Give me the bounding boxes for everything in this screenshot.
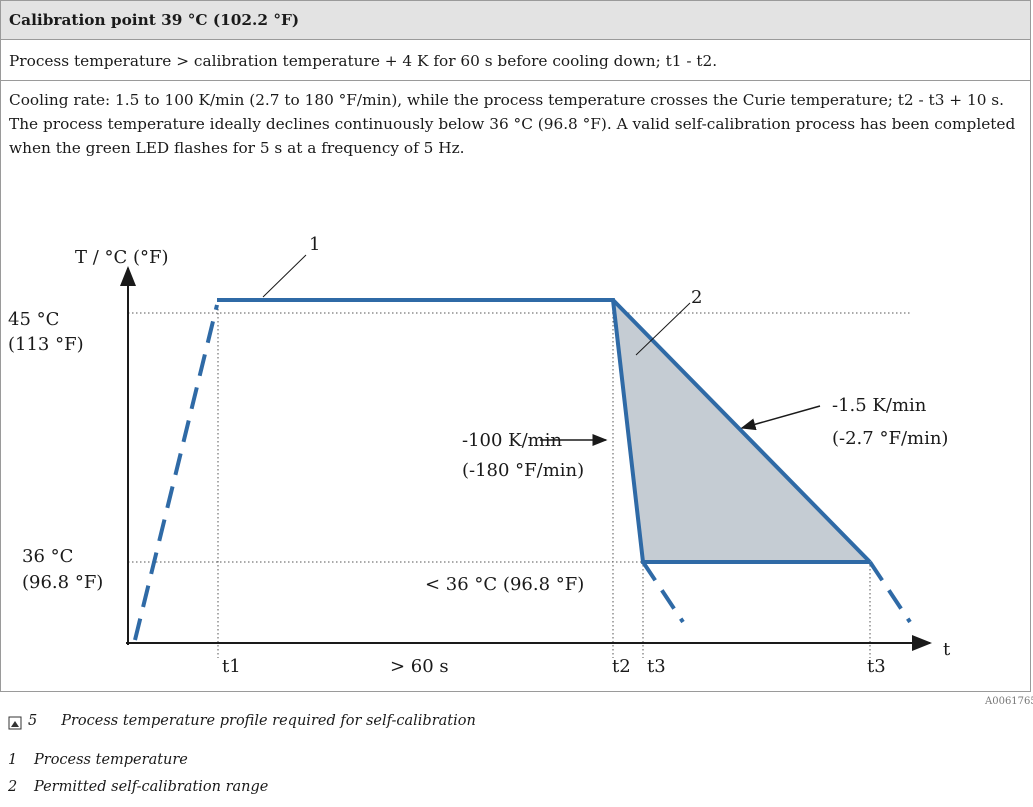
table-header: Calibration point 39 °C (102.2 °F) — [0, 0, 1031, 40]
legend-item: 1 Process temperature — [8, 752, 188, 768]
time-label: t2 — [612, 656, 631, 677]
legend-number: 2 — [8, 779, 18, 795]
time-label: > 60 s — [390, 656, 449, 677]
paragraph: Cooling rate: 1.5 to 100 K/min (2.7 to 1… — [9, 91, 1005, 109]
axis-label: T / °C (°F) — [75, 247, 169, 268]
leader — [262, 254, 307, 298]
level-label: (96.8 °F) — [22, 572, 103, 593]
profile — [133, 298, 912, 641]
legend-item: 2 Permitted self-calibration range — [8, 779, 268, 795]
legend-text: Permitted self-calibration range — [34, 779, 269, 795]
level-label: 45 °C — [8, 309, 59, 330]
leader — [635, 302, 691, 356]
callout: 1 — [309, 234, 320, 255]
figure-icon — [8, 716, 22, 730]
level-label: 36 °C — [22, 546, 73, 567]
level-label: (113 °F) — [8, 334, 84, 355]
paragraph: The process temperature ideally declines… — [9, 115, 1016, 157]
figure-id: A0061765 — [984, 696, 1033, 707]
range-label: < 36 °C (96.8 °F) — [425, 574, 584, 595]
table-row: Cooling rate: 1.5 to 100 K/min (2.7 to 1… — [0, 80, 1031, 692]
figure-icon — [11, 721, 19, 727]
arrow — [740, 405, 821, 431]
rate-label: -1.5 K/min — [832, 395, 927, 416]
time-label: t3 — [647, 656, 666, 677]
rate-label: -100 K/min — [462, 430, 562, 451]
rate-label: (-2.7 °F/min) — [832, 428, 948, 449]
time-label: t3 — [867, 656, 886, 677]
callout: 2 — [691, 287, 702, 308]
caption-number: 5 — [28, 713, 38, 729]
rate-label: (-180 °F/min) — [462, 460, 584, 481]
time-label: t1 — [222, 656, 241, 677]
legend-number: 1 — [8, 752, 18, 768]
caption-text: Process temperature profile required for… — [61, 713, 476, 729]
legend-text: Process temperature — [34, 752, 188, 768]
axis-label: t — [943, 639, 951, 660]
caption: 5 Process temperature profile required fo… — [28, 713, 476, 729]
